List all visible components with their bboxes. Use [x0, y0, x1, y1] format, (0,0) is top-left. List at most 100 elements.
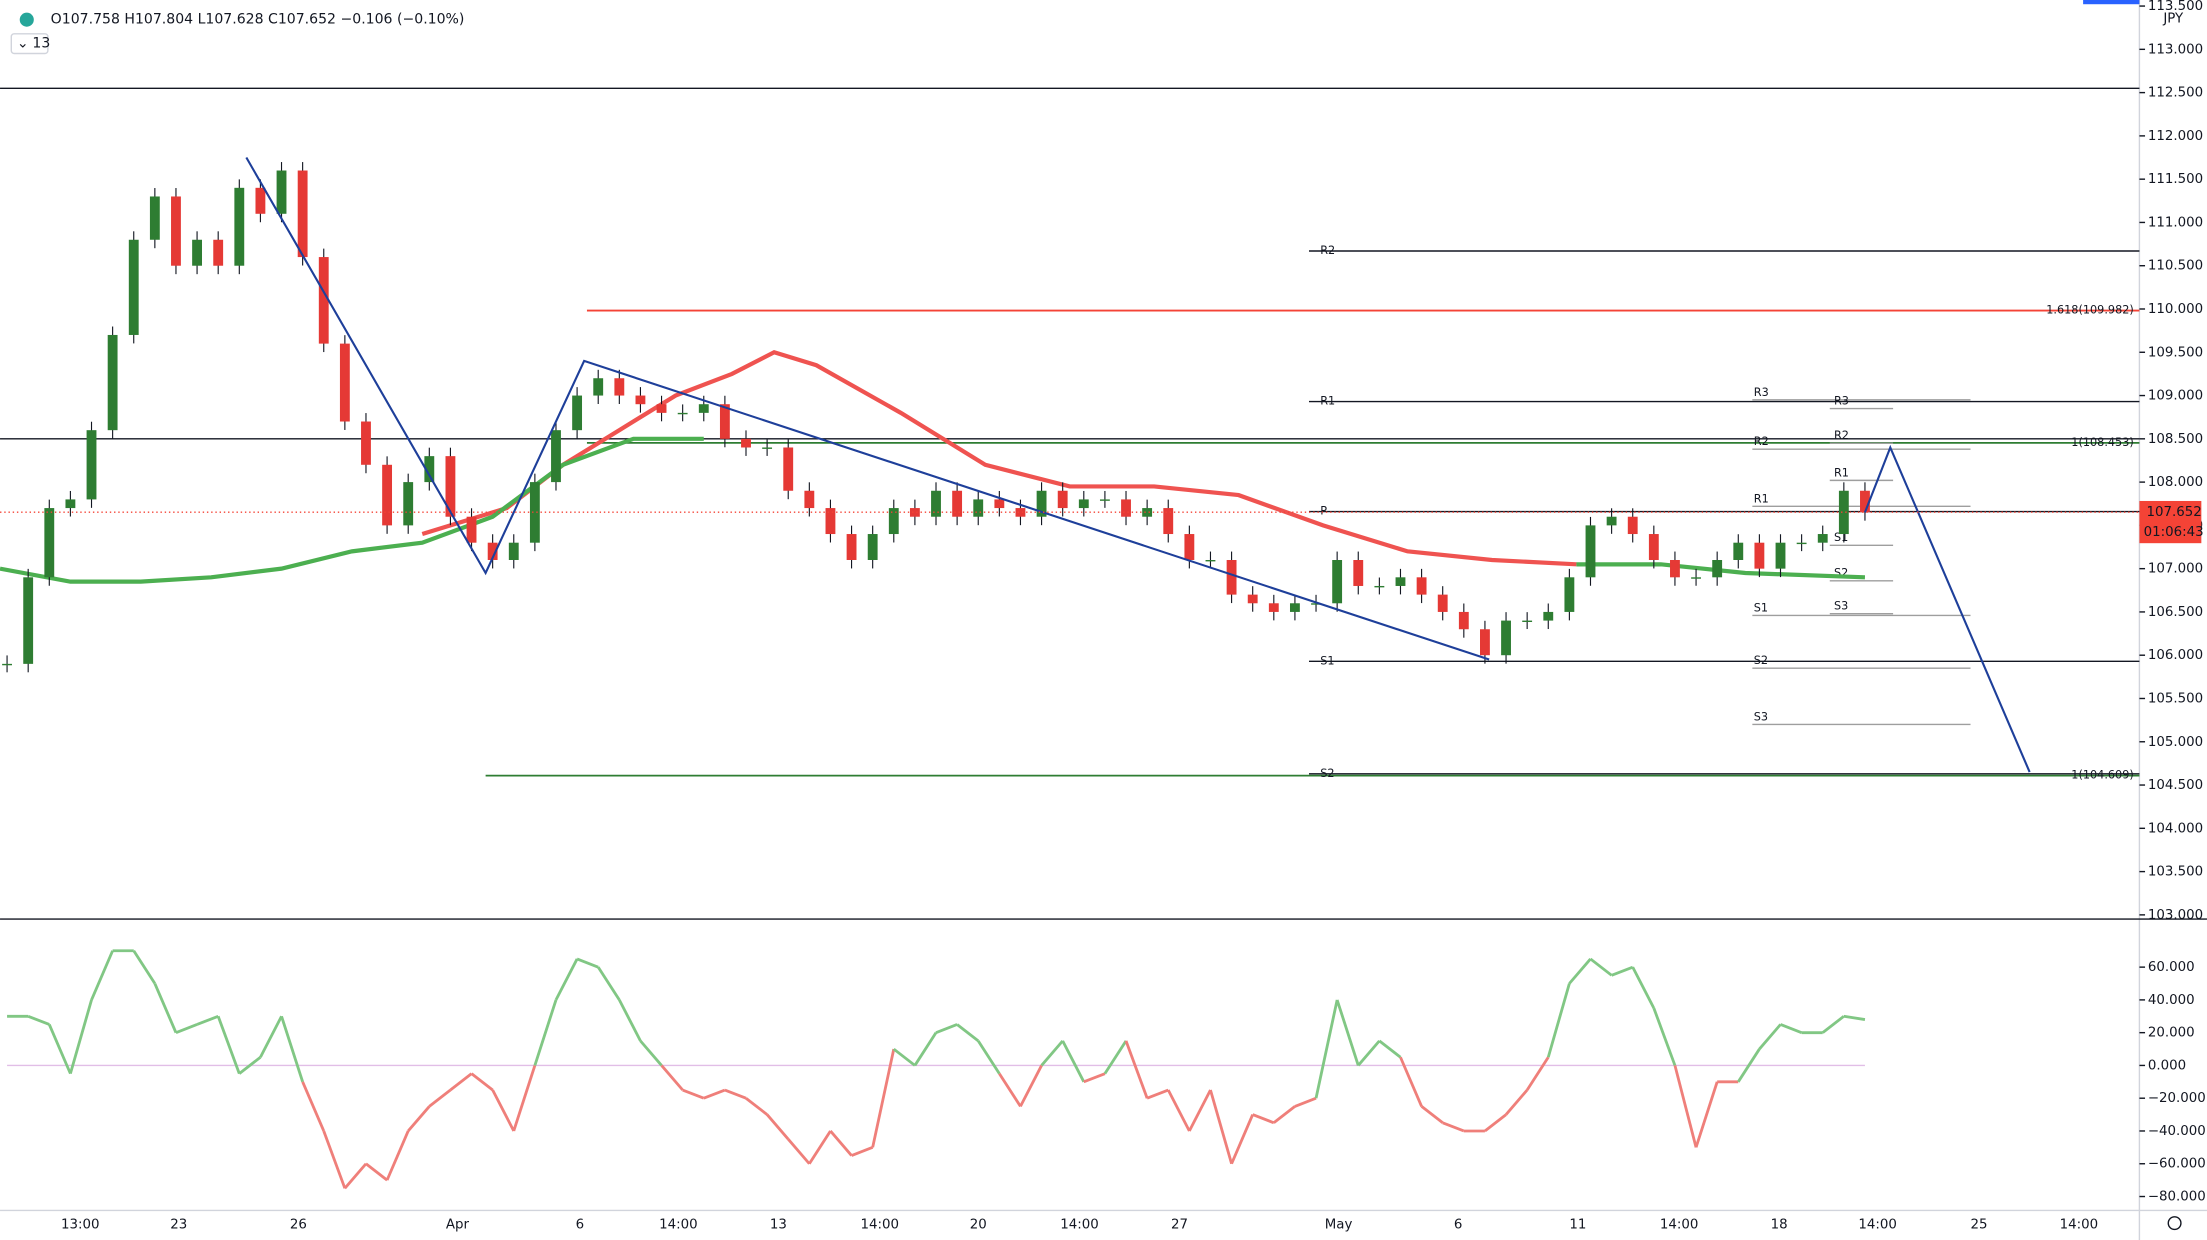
osc-segment [1209, 1089, 1233, 1165]
osc-tick-label: 60.000 [2148, 960, 2195, 975]
candle [382, 464, 393, 526]
pivot-label: R2 [1320, 244, 1335, 257]
candle [529, 482, 540, 543]
currency-label: JPY [2162, 11, 2184, 26]
pivot-label: S2 [1320, 767, 1334, 780]
osc-segment [90, 950, 114, 1001]
osc-segment [703, 1088, 726, 1100]
scroll-indicator [2083, 0, 2140, 5]
trend-drawing [1863, 444, 2031, 773]
price-tick-label: 110.000 [2148, 302, 2203, 317]
moving-average [421, 350, 1577, 567]
price-tick-label: 103.500 [2148, 865, 2203, 880]
osc-segment [196, 1014, 219, 1026]
osc-segment [385, 1130, 410, 1181]
osc-tick-label: 40.000 [2148, 993, 2195, 1008]
settings-button[interactable] [2167, 1216, 2182, 1231]
osc-segment [1083, 1072, 1106, 1084]
osc-segment [470, 1072, 494, 1092]
osc-segment [935, 1023, 958, 1034]
candle [65, 499, 76, 509]
candle [255, 187, 266, 214]
candle [1817, 534, 1828, 543]
candle [1585, 525, 1596, 578]
osc-segment [1589, 957, 1613, 977]
osc-segment [766, 1113, 790, 1141]
osc-segment [956, 1023, 980, 1042]
candle [1416, 577, 1427, 595]
time-label: 23 [170, 1218, 187, 1233]
time-label: 25 [1970, 1218, 1987, 1233]
candle [107, 334, 118, 431]
candle [1606, 516, 1617, 526]
osc-segment [1546, 983, 1571, 1058]
candle [1458, 611, 1469, 630]
pivot-label: R1 [1320, 395, 1335, 408]
osc-segment [407, 1105, 431, 1132]
osc-segment [512, 1065, 537, 1132]
osc-segment [1652, 1007, 1677, 1066]
osc-segment [1040, 1039, 1064, 1067]
candle [234, 187, 245, 266]
osc-segment [660, 1064, 684, 1091]
price-tick-label: 113.000 [2148, 42, 2203, 57]
osc-segment [871, 1048, 896, 1148]
candle [1247, 594, 1258, 604]
pivot-label: S1 [1754, 601, 1768, 614]
pivot-label: S3 [1834, 600, 1848, 613]
candle [593, 378, 604, 396]
pivot-label: R1 [1834, 466, 1849, 479]
time-label: 6 [576, 1218, 585, 1233]
fib-label: 1(104.609) [2071, 769, 2133, 782]
osc-segment [1525, 1056, 1550, 1091]
osc-segment [576, 957, 599, 969]
time-label: 11 [1569, 1218, 1586, 1233]
osc-segment [998, 1072, 1022, 1108]
candle [1395, 577, 1406, 586]
osc-segment [745, 1097, 768, 1116]
candle [424, 456, 435, 483]
candle [741, 438, 751, 448]
price-tick-label: 105.000 [2148, 735, 2203, 750]
candle [909, 508, 920, 517]
fib-label: 1.618(109.982) [2046, 304, 2134, 317]
candle [128, 239, 139, 335]
osc-segment [682, 1088, 705, 1100]
candle [1289, 603, 1300, 612]
osc-segment [533, 999, 558, 1066]
status-dot [19, 12, 34, 27]
time-label: May [1325, 1218, 1353, 1233]
osc-segment [1272, 1105, 1296, 1124]
osc-segment [913, 1031, 938, 1067]
candle [1184, 534, 1195, 561]
osc-segment [47, 1023, 72, 1075]
osc-segment [259, 1015, 283, 1058]
candle [361, 421, 371, 465]
candle [635, 395, 646, 405]
osc-segment [597, 966, 621, 1001]
candle [1121, 499, 1131, 517]
last-price-label: 107.652 [2146, 505, 2201, 520]
collapse-button[interactable] [10, 33, 49, 55]
osc-segment [618, 999, 642, 1042]
interval-count: 13 [32, 36, 50, 52]
osc-segment [27, 1014, 50, 1026]
price-tick-label: 104.000 [2148, 821, 2203, 836]
price-tick-label: 108.500 [2148, 432, 2203, 447]
candle [1057, 490, 1068, 509]
candle [994, 499, 1005, 509]
osc-segment [1061, 1040, 1086, 1083]
candle [783, 447, 794, 491]
osc-tick-label: −60.000 [2148, 1157, 2206, 1172]
price-tick-label: 110.500 [2148, 259, 2203, 274]
time-label: 13 [770, 1218, 787, 1233]
osc-segment [1673, 1065, 1698, 1148]
candle [1860, 490, 1870, 513]
time-label: 18 [1771, 1218, 1788, 1233]
candle [1332, 560, 1343, 604]
osc-segment [1103, 1040, 1128, 1075]
osc-segment [449, 1072, 473, 1092]
osc-segment [1188, 1089, 1212, 1132]
osc-segment [787, 1138, 811, 1165]
